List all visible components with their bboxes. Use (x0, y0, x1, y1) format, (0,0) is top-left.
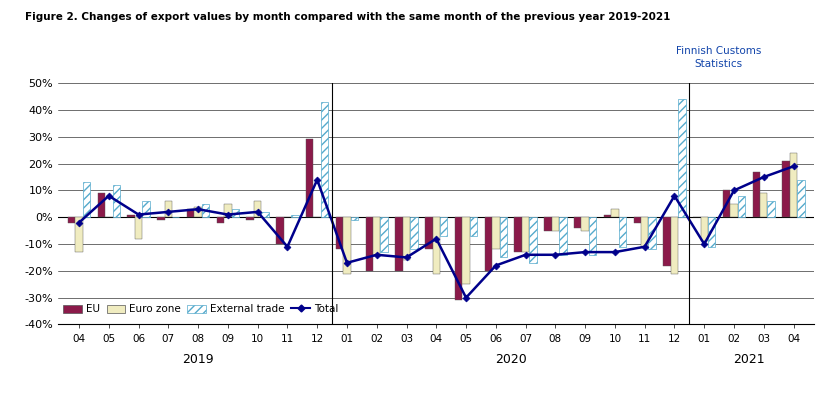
Text: Finnish Customs
Statistics: Finnish Customs Statistics (676, 46, 761, 69)
Bar (135, 217, 142, 239)
Bar (217, 217, 224, 223)
Bar (663, 217, 671, 265)
Bar (157, 217, 165, 220)
Bar (127, 215, 135, 217)
Bar (381, 217, 388, 252)
Bar (366, 217, 373, 271)
Bar (708, 217, 715, 247)
Bar (797, 180, 804, 217)
Bar (768, 201, 775, 217)
Bar (142, 201, 150, 217)
Bar (671, 217, 678, 274)
Bar (499, 217, 507, 258)
Bar (194, 206, 202, 217)
Bar (604, 215, 611, 217)
Bar (440, 217, 447, 236)
Bar (738, 196, 745, 217)
Bar (462, 217, 470, 284)
Bar (753, 172, 760, 217)
Bar (611, 209, 618, 217)
Bar (544, 217, 552, 230)
Bar (618, 217, 626, 247)
Bar (262, 212, 268, 217)
Bar (678, 99, 686, 217)
Bar (83, 182, 91, 217)
Bar (455, 217, 462, 300)
Bar (559, 217, 567, 255)
Bar (165, 201, 172, 217)
Bar (343, 217, 351, 274)
Bar (641, 217, 648, 247)
Bar (373, 217, 381, 255)
Bar (321, 102, 328, 217)
Bar (582, 217, 589, 230)
Bar (589, 217, 597, 255)
Bar (396, 217, 403, 271)
Bar (97, 193, 105, 217)
Text: Figure 2. Changes of export values by month compared with the same month of the : Figure 2. Changes of export values by mo… (25, 12, 671, 22)
Bar (68, 217, 76, 223)
Bar (701, 217, 708, 241)
Bar (291, 215, 298, 217)
Bar (470, 217, 477, 236)
Bar (276, 217, 283, 244)
Bar (723, 191, 730, 217)
Bar (224, 204, 232, 217)
Bar (336, 217, 343, 250)
Bar (411, 217, 418, 250)
Bar (425, 217, 433, 250)
Text: 2019: 2019 (182, 353, 214, 366)
Bar (529, 217, 537, 263)
Bar (552, 217, 559, 230)
Bar (574, 217, 582, 228)
Bar (492, 217, 499, 250)
Bar (789, 153, 797, 217)
Bar (633, 217, 641, 223)
Bar (232, 209, 239, 217)
Bar (522, 217, 529, 252)
Bar (648, 217, 656, 250)
Bar (112, 185, 120, 217)
Bar (351, 217, 358, 220)
Bar (760, 193, 768, 217)
Bar (202, 204, 209, 217)
Bar (247, 217, 254, 220)
Bar (514, 217, 522, 252)
Bar (433, 217, 440, 274)
Bar (187, 209, 194, 217)
Bar (76, 217, 83, 252)
Text: 2021: 2021 (733, 353, 765, 366)
Bar (306, 139, 313, 217)
Bar (254, 201, 262, 217)
Bar (403, 217, 411, 260)
Bar (730, 204, 738, 217)
Bar (782, 161, 789, 217)
Text: 2020: 2020 (494, 353, 527, 366)
Legend: EU, Euro zone, External trade, Total: EU, Euro zone, External trade, Total (63, 305, 338, 314)
Bar (484, 217, 492, 271)
